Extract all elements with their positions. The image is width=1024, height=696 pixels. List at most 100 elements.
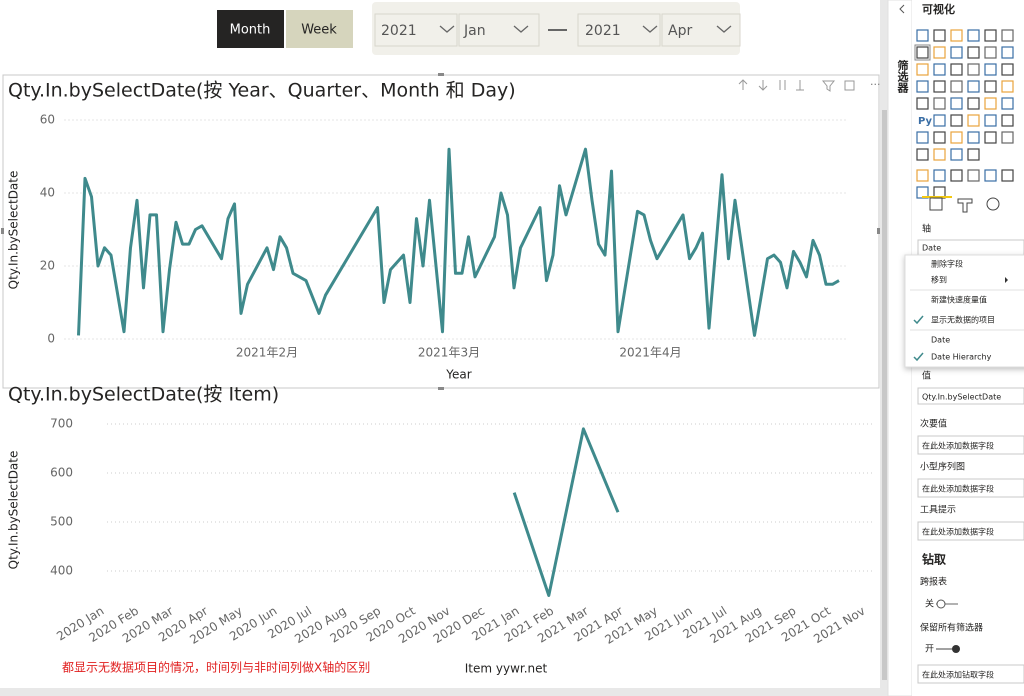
visual-icon[interactable] bbox=[950, 131, 963, 144]
visual-icon[interactable] bbox=[916, 80, 929, 93]
menu-item[interactable]: 显示无数据的项目 bbox=[931, 315, 995, 325]
visual-icon[interactable] bbox=[933, 29, 946, 42]
more-icon[interactable]: ··· bbox=[870, 78, 881, 91]
visual-icon[interactable] bbox=[933, 46, 946, 59]
visual-icon[interactable] bbox=[916, 148, 929, 161]
visual-icon[interactable] bbox=[967, 46, 980, 59]
visual-icon[interactable] bbox=[1001, 80, 1014, 93]
visual-icon[interactable] bbox=[916, 169, 929, 182]
visual-icon[interactable] bbox=[967, 29, 980, 42]
visual-icon[interactable] bbox=[984, 46, 997, 59]
visual-icon[interactable] bbox=[950, 80, 963, 93]
visual-icon[interactable] bbox=[950, 46, 963, 59]
drill-well[interactable] bbox=[917, 664, 1024, 684]
week-button[interactable] bbox=[286, 10, 353, 48]
dropdowns bbox=[374, 13, 741, 47]
visual-icon[interactable] bbox=[950, 114, 963, 127]
icon[interactable] bbox=[779, 80, 786, 90]
visual-icon[interactable] bbox=[967, 97, 980, 110]
visual-icon[interactable] bbox=[933, 131, 946, 144]
toggle-off-switch[interactable] bbox=[936, 599, 958, 609]
end-year-box[interactable] bbox=[577, 13, 661, 47]
visual-icon[interactable] bbox=[967, 114, 980, 127]
visual-icon[interactable] bbox=[984, 169, 997, 182]
well-box[interactable] bbox=[917, 435, 1024, 455]
axis-label: 轴 bbox=[922, 223, 931, 235]
menu-item[interactable]: 删除字段 bbox=[931, 259, 963, 269]
visual-icon[interactable] bbox=[933, 63, 946, 76]
visual-icon[interactable] bbox=[1001, 169, 1014, 182]
visual-icon[interactable] bbox=[933, 80, 946, 93]
visual-icon[interactable] bbox=[916, 63, 929, 76]
visual-icon[interactable] bbox=[950, 63, 963, 76]
visual-icon[interactable] bbox=[984, 114, 997, 127]
filter-tab[interactable]: 筛选器 bbox=[896, 59, 910, 94]
chart-title: Qty.In.bySelectDate(按 Item) bbox=[8, 384, 279, 406]
month-button[interactable] bbox=[217, 10, 284, 48]
visual-icon[interactable] bbox=[1001, 97, 1014, 110]
y-tick-label: 40 bbox=[40, 186, 55, 200]
y-tick-label: 60 bbox=[40, 113, 55, 127]
start-year-box[interactable] bbox=[374, 13, 458, 47]
toggle-on-switch[interactable] bbox=[936, 645, 960, 653]
bottom-strip bbox=[0, 688, 880, 696]
py-icon[interactable]: Py bbox=[918, 116, 933, 127]
visual-icon[interactable] bbox=[916, 131, 929, 144]
handle bbox=[438, 387, 444, 390]
icon[interactable] bbox=[758, 80, 768, 91]
week-label: Week bbox=[301, 23, 337, 38]
well-label: 小型序列图 bbox=[920, 461, 965, 473]
icon[interactable] bbox=[738, 79, 748, 90]
visual-icon[interactable] bbox=[967, 131, 980, 144]
visual-icon[interactable] bbox=[984, 29, 997, 42]
icon[interactable] bbox=[844, 80, 855, 91]
data-line bbox=[512, 427, 620, 597]
visual-icon[interactable] bbox=[1001, 114, 1014, 127]
visual-icon[interactable] bbox=[967, 80, 980, 93]
filter-pane-collapsed[interactable] bbox=[887, 0, 913, 696]
analytics-tab[interactable] bbox=[986, 197, 1000, 211]
icon[interactable] bbox=[796, 80, 804, 91]
scrollbar[interactable] bbox=[882, 110, 887, 680]
start-month-box[interactable] bbox=[458, 13, 540, 47]
menu-item[interactable]: 新建快速度量值 bbox=[931, 295, 987, 305]
menu-item[interactable]: 移到 bbox=[931, 275, 947, 285]
x-tick-label: 2021年3月 bbox=[418, 346, 480, 360]
well-box[interactable] bbox=[917, 478, 1024, 498]
x-axis-label: Year bbox=[445, 368, 471, 382]
menu-item[interactable]: Date bbox=[931, 336, 950, 345]
icon[interactable] bbox=[821, 80, 836, 92]
collapse-arrow[interactable] bbox=[899, 4, 905, 14]
visual-icon[interactable] bbox=[967, 169, 980, 182]
visual-icon[interactable] bbox=[984, 131, 997, 144]
visual-icon[interactable] bbox=[916, 46, 929, 59]
well-box[interactable] bbox=[917, 521, 1024, 541]
x-axis-label: Item yywr.net bbox=[465, 662, 548, 676]
format-tab[interactable] bbox=[957, 198, 973, 213]
visual-icon[interactable] bbox=[984, 63, 997, 76]
visual-icon[interactable] bbox=[950, 169, 963, 182]
visual-icon[interactable] bbox=[984, 97, 997, 110]
visual-icons bbox=[914, 29, 1014, 199]
visual-icon[interactable] bbox=[1001, 131, 1014, 144]
visual-icon[interactable] bbox=[1001, 63, 1014, 76]
visual-icon[interactable] bbox=[933, 114, 946, 127]
visual-icon[interactable] bbox=[967, 148, 980, 161]
visual-icon[interactable] bbox=[1001, 29, 1014, 42]
values-field: Qty.In.bySelectDate bbox=[922, 393, 1001, 402]
visual-icon[interactable] bbox=[984, 80, 997, 93]
fields-tab[interactable] bbox=[929, 197, 943, 211]
visual-icon[interactable] bbox=[933, 148, 946, 161]
visual-icon[interactable] bbox=[950, 97, 963, 110]
visual-icon[interactable] bbox=[1001, 46, 1014, 59]
visual-icon[interactable] bbox=[950, 29, 963, 42]
menu-item[interactable]: Date Hierarchy bbox=[931, 353, 992, 362]
visual-icon[interactable] bbox=[933, 169, 946, 182]
visual-icon[interactable] bbox=[916, 29, 929, 42]
visual-icon[interactable] bbox=[933, 97, 946, 110]
visual-icon[interactable] bbox=[916, 97, 929, 110]
values-well[interactable] bbox=[917, 387, 1024, 405]
visual-icon[interactable] bbox=[950, 148, 963, 161]
visual-icon[interactable] bbox=[967, 63, 980, 76]
